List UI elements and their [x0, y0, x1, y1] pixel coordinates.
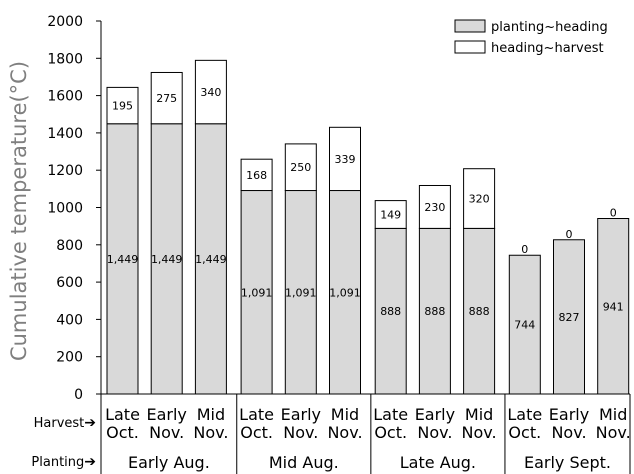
data-label-planting-heading: 1,091 [285, 286, 317, 299]
data-label-planting-heading: 888 [469, 305, 490, 318]
data-label-planting-heading: 1,091 [329, 286, 361, 299]
harvest-label-line2: Nov. [283, 423, 318, 442]
harvest-label-line1: Mid [599, 405, 627, 424]
harvest-label-line1: Early [549, 405, 589, 424]
bar-segment-heading-harvest [106, 86, 139, 125]
data-label-heading-harvest: 0 [566, 228, 573, 241]
y-tick-label: 400 [56, 312, 83, 328]
bar-segment-heading-harvest [329, 126, 361, 192]
harvest-label-line1: Late [507, 405, 542, 424]
data-label-planting-heading: 1,449 [107, 253, 139, 266]
harvest-label-line2: Nov. [462, 423, 497, 442]
harvest-label-line2: Nov. [193, 423, 228, 442]
bar-segment-planting-heading [553, 239, 585, 395]
harvest-label-line1: Mid [197, 405, 225, 424]
data-label-heading-harvest: 339 [335, 153, 356, 166]
legend: planting~heading heading~harvest [454, 19, 608, 56]
y-tick-label: 1200 [47, 163, 83, 179]
harvest-label-line2: Nov. [417, 423, 452, 442]
legend-label-planting-heading: planting~heading [491, 20, 608, 35]
planting-group-label: Early Sept. [524, 453, 611, 472]
harvest-label-line2: Oct. [106, 423, 139, 442]
category-table: LateOct.EarlyNov.MidNov.LateOct.EarlyNov… [31, 394, 631, 474]
harvest-label-line1: Early [281, 405, 321, 424]
y-tick-label: 1600 [47, 89, 83, 105]
harvest-label-line1: Early [415, 405, 455, 424]
bar-segment-planting-heading [597, 218, 630, 395]
y-tick-label: 2000 [47, 14, 83, 30]
harvest-label-line2: Oct. [508, 423, 541, 442]
y-tick-label: 800 [56, 238, 83, 254]
data-labels-layer: 1,449 195 1,449 275 1,449 340 1,091 168 1,091 250… [107, 86, 624, 332]
data-label-planting-heading: 888 [380, 305, 401, 318]
bar-segment-planting-heading [240, 190, 273, 395]
data-label-heading-harvest: 320 [469, 193, 490, 206]
harvest-label-line2: Nov. [327, 423, 362, 442]
harvest-label-line1: Late [373, 405, 408, 424]
data-label-heading-harvest: 0 [610, 207, 617, 220]
bar-segment-planting-heading [194, 123, 227, 395]
y-tick-label: 1000 [47, 201, 83, 217]
planting-group-label: Early Aug. [128, 453, 210, 472]
bar-segment-planting-heading [329, 190, 361, 395]
bar-segment-planting-heading [284, 190, 317, 395]
harvest-label-line2: Nov. [149, 423, 184, 442]
data-label-heading-harvest: 195 [112, 100, 133, 113]
data-label-planting-heading: 1,091 [241, 286, 273, 299]
bar-segment-heading-harvest [150, 71, 183, 125]
bars-layer [106, 59, 630, 395]
legend-label-heading-harvest: heading~harvest [491, 41, 604, 56]
y-tick-label: 200 [56, 350, 83, 366]
data-label-planting-heading: 1,449 [151, 253, 183, 266]
legend-swatch-planting-heading [454, 19, 486, 33]
axis-layer: 0 200 400 600 800 1000 1200 1400 1600 1800 2000 [47, 14, 630, 403]
bar-segment-planting-heading [508, 254, 541, 395]
y-tick-label: 1400 [47, 126, 83, 142]
harvest-label-line1: Mid [331, 405, 359, 424]
bar-segment-planting-heading [106, 123, 139, 395]
harvest-label-line1: Mid [465, 405, 493, 424]
harvest-label-line1: Early [146, 405, 186, 424]
bar-segment-heading-harvest [463, 168, 496, 229]
harvest-row-title: Harvest➔ [34, 415, 97, 431]
harvest-label-line1: Late [239, 405, 274, 424]
y-tick-label: 1800 [47, 51, 83, 67]
data-label-heading-harvest: 275 [156, 92, 177, 105]
data-label-heading-harvest: 250 [290, 161, 311, 174]
harvest-label-line2: Nov. [551, 423, 586, 442]
data-label-planting-heading: 827 [559, 311, 580, 324]
data-label-heading-harvest: 0 [521, 243, 528, 256]
planting-group-label: Late Aug. [400, 453, 476, 472]
harvest-label-line2: Oct. [240, 423, 273, 442]
harvest-label-line2: Oct. [374, 423, 407, 442]
bar-segment-heading-harvest [194, 59, 227, 125]
y-tick-label: 600 [56, 275, 83, 291]
harvest-label-line2: Nov. [596, 423, 631, 442]
bar-segment-planting-heading [150, 123, 183, 395]
data-label-heading-harvest: 149 [380, 208, 401, 221]
legend-swatch-heading-harvest [454, 40, 486, 54]
data-label-heading-harvest: 230 [424, 201, 445, 214]
bar-segment-heading-harvest [240, 158, 273, 192]
harvest-label-line1: Late [105, 405, 140, 424]
data-label-planting-heading: 1,449 [195, 253, 227, 266]
bar-segment-planting-heading [418, 227, 451, 395]
bar-segment-heading-harvest [284, 143, 317, 192]
data-label-planting-heading: 941 [603, 300, 624, 313]
data-label-planting-heading: 888 [424, 305, 445, 318]
bar-segment-heading-harvest [418, 184, 451, 229]
data-label-planting-heading: 744 [514, 319, 535, 332]
data-label-heading-harvest: 340 [200, 86, 221, 99]
y-axis-label: Cumulative temperature(°C) [7, 61, 31, 361]
data-label-heading-harvest: 168 [246, 169, 267, 182]
bar-segment-heading-harvest [374, 200, 407, 229]
planting-row-title: Planting➔ [31, 454, 96, 470]
planting-group-label: Mid Aug. [269, 453, 339, 472]
bar-segment-planting-heading [374, 227, 407, 395]
y-tick-label: 0 [74, 387, 83, 403]
